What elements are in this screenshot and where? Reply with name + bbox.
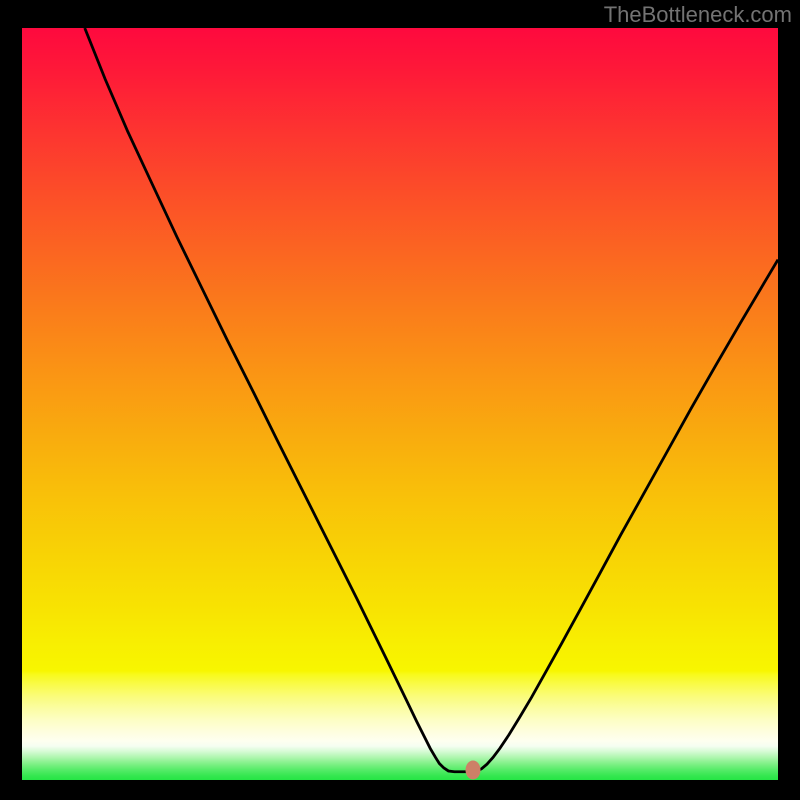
- bottleneck-curve: [22, 28, 778, 780]
- watermark-text: TheBottleneck.com: [604, 2, 792, 28]
- optimal-point-marker: [466, 761, 481, 780]
- chart-frame: TheBottleneck.com: [0, 0, 800, 800]
- plot-area: [22, 28, 778, 780]
